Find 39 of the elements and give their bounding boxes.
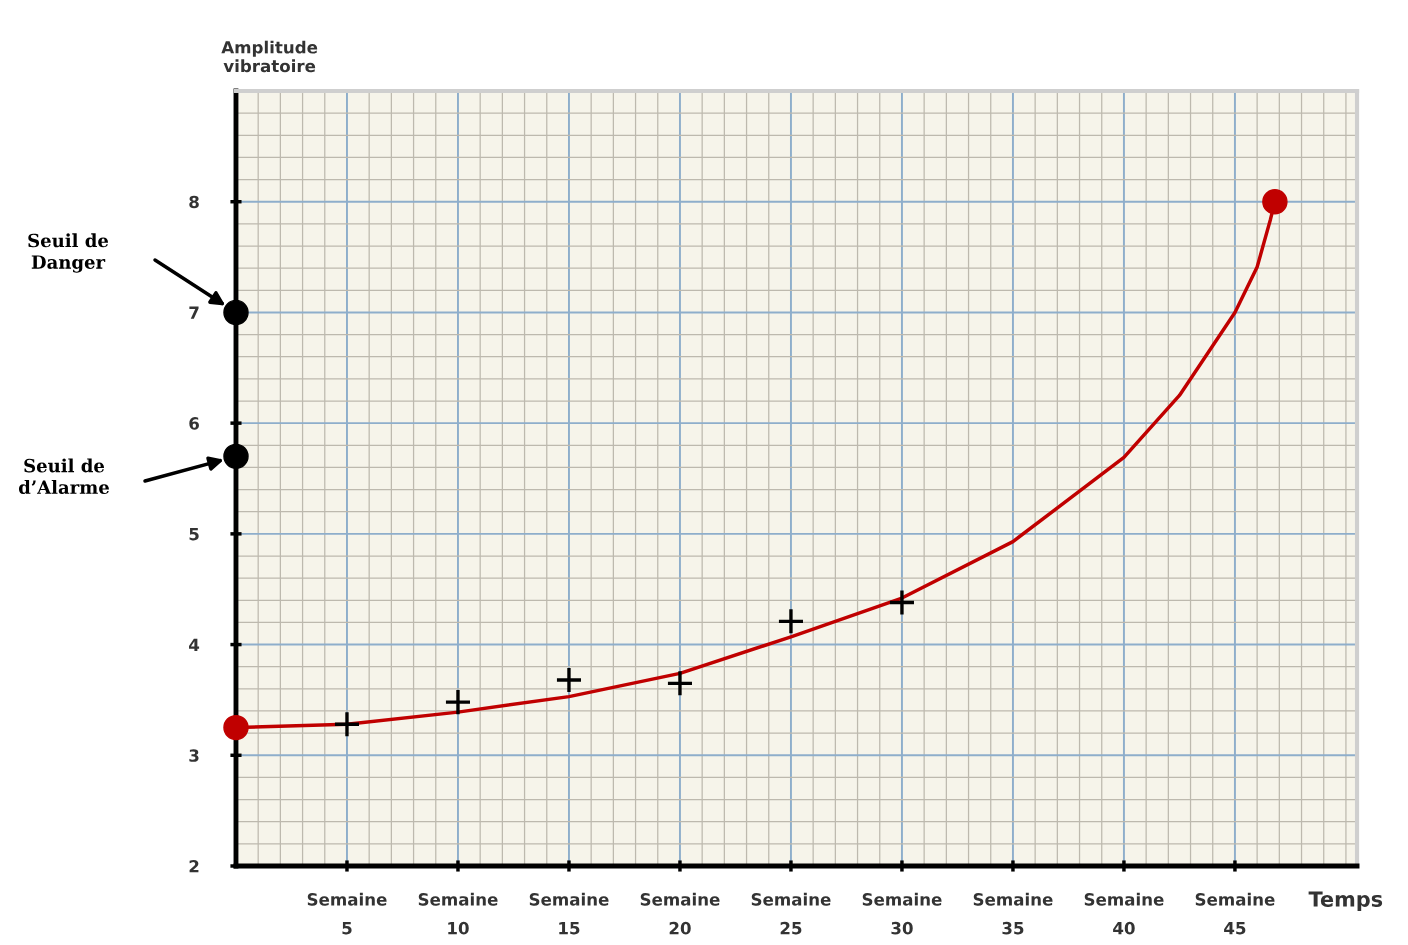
- text: Semaine: [862, 892, 942, 906]
- text: Semaine: [1195, 892, 1275, 906]
- x-tick-label: 25: [780, 921, 802, 935]
- text: Semaine: [529, 892, 609, 906]
- text: Semaine: [751, 892, 831, 906]
- text: Semaine: [307, 892, 387, 906]
- x-axis-title: Temps: [1308, 891, 1383, 911]
- y-tick-label: 8: [189, 195, 199, 209]
- x-tick-label: 45: [1224, 922, 1246, 935]
- x-tick-label: 15: [559, 922, 580, 935]
- point: [223, 714, 249, 741]
- x-tick-label: 5: [342, 922, 352, 935]
- point: [445, 690, 470, 715]
- y-axis-title: Amplitude vibratoire: [221, 40, 318, 73]
- text: Seuil de Danger: [28, 233, 109, 273]
- point: [778, 609, 803, 634]
- y-tick-label: 3: [189, 749, 199, 762]
- point: [889, 590, 914, 615]
- x-tick-label: 10: [448, 921, 469, 935]
- point: [556, 667, 581, 693]
- point: [223, 443, 249, 470]
- point: [223, 299, 249, 326]
- x-tick-label: 20: [669, 921, 691, 935]
- point: [334, 712, 359, 737]
- text: Semaine: [1084, 892, 1164, 906]
- point: [667, 671, 692, 696]
- point: [1262, 188, 1288, 215]
- text: Semaine: [640, 892, 720, 906]
- y-tick-label: 6: [189, 417, 199, 430]
- x-tick-label: 30: [891, 921, 913, 935]
- y-tick-label: 4: [189, 638, 200, 651]
- x-tick-label: 40: [1113, 921, 1135, 935]
- x-tick-label: 35: [1002, 921, 1024, 935]
- text: Semaine: [973, 892, 1053, 906]
- y-tick-label: 2: [189, 859, 199, 873]
- y-tick-label: 7: [189, 306, 199, 319]
- y-tick-label: 5: [189, 528, 199, 541]
- text: Seuil de d’Alarme: [18, 458, 109, 495]
- text: Semaine: [418, 892, 498, 906]
